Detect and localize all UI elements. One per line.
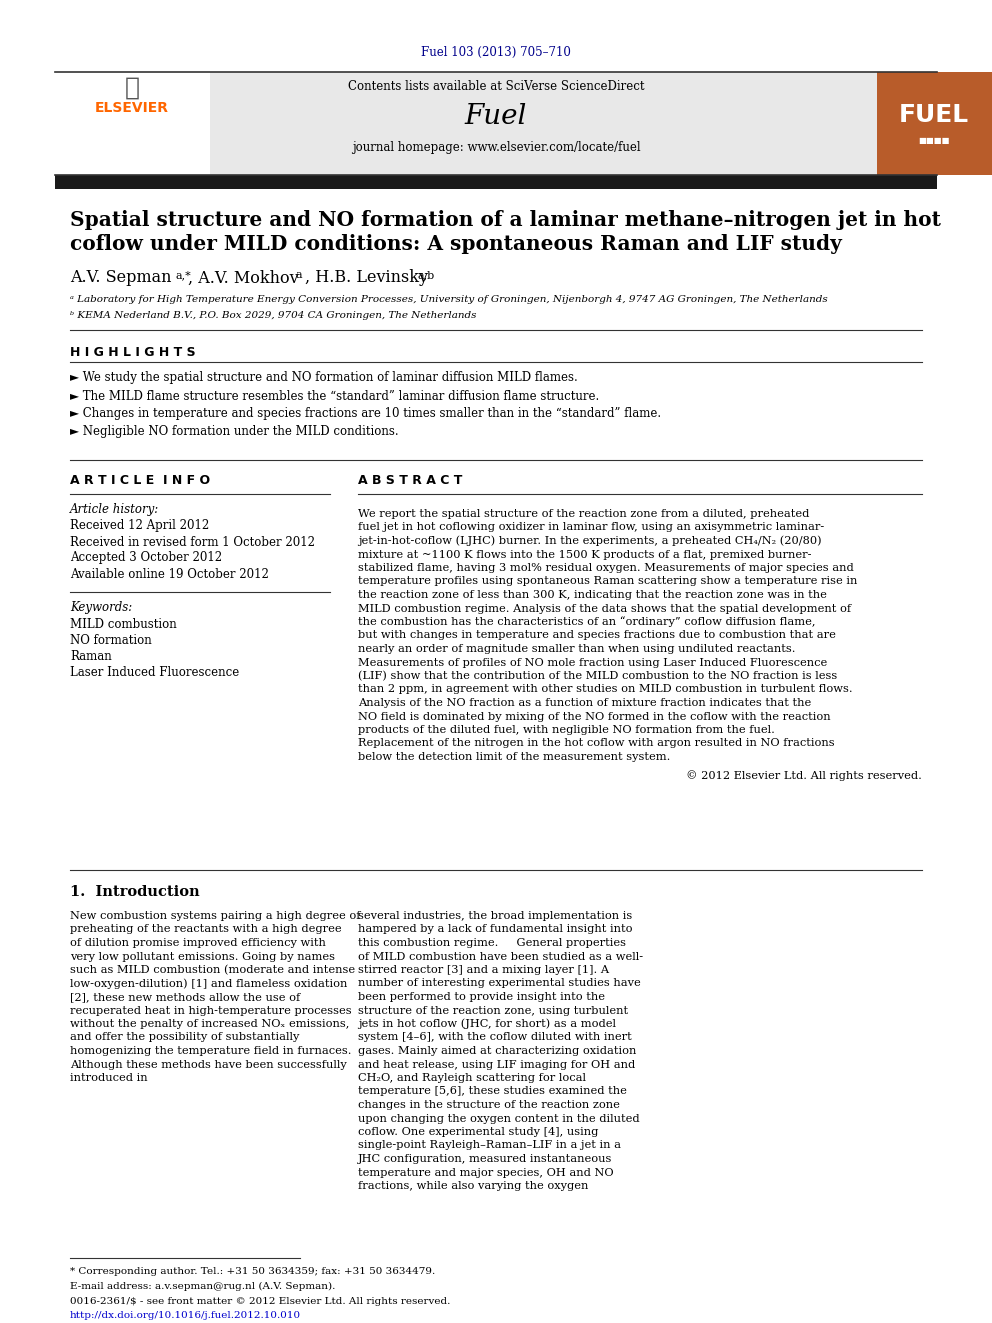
Text: a,*: a,* [175,270,190,280]
Text: Although these methods have been successfully: Although these methods have been success… [70,1060,347,1069]
Text: http://dx.doi.org/10.1016/j.fuel.2012.10.010: http://dx.doi.org/10.1016/j.fuel.2012.10… [70,1311,302,1320]
Text: New combustion systems pairing a high degree of: New combustion systems pairing a high de… [70,912,360,921]
Text: coflow under MILD conditions: A spontaneous Raman and LIF study: coflow under MILD conditions: A spontane… [70,234,842,254]
Text: ► The MILD flame structure resembles the “standard” laminar diffusion flame stru: ► The MILD flame structure resembles the… [70,389,599,402]
Text: (LIF) show that the contribution of the MILD combustion to the NO fraction is le: (LIF) show that the contribution of the … [358,671,837,681]
Text: and offer the possibility of substantially: and offer the possibility of substantial… [70,1032,300,1043]
Text: NO field is dominated by mixing of the NO formed in the coflow with the reaction: NO field is dominated by mixing of the N… [358,712,830,721]
Text: a,b: a,b [418,270,435,280]
Text: A B S T R A C T: A B S T R A C T [358,474,462,487]
Text: Received 12 April 2012: Received 12 April 2012 [70,520,209,532]
Text: Laser Induced Fluorescence: Laser Induced Fluorescence [70,665,239,679]
Text: hampered by a lack of fundamental insight into: hampered by a lack of fundamental insigh… [358,925,633,934]
Text: very low pollutant emissions. Going by names: very low pollutant emissions. Going by n… [70,951,335,962]
Text: journal homepage: www.elsevier.com/locate/fuel: journal homepage: www.elsevier.com/locat… [352,142,640,155]
Text: E-mail address: a.v.sepman@rug.nl (A.V. Sepman).: E-mail address: a.v.sepman@rug.nl (A.V. … [70,1282,335,1290]
Text: 0016-2361/$ - see front matter © 2012 Elsevier Ltd. All rights reserved.: 0016-2361/$ - see front matter © 2012 El… [70,1298,450,1307]
Text: such as MILD combustion (moderate and intense: such as MILD combustion (moderate and in… [70,964,355,975]
Text: * Corresponding author. Tel.: +31 50 3634359; fax: +31 50 3634479.: * Corresponding author. Tel.: +31 50 363… [70,1267,435,1277]
Text: below the detection limit of the measurement system.: below the detection limit of the measure… [358,751,671,762]
Text: system [4–6], with the coflow diluted with inert: system [4–6], with the coflow diluted wi… [358,1032,632,1043]
Text: 🌳: 🌳 [125,75,140,101]
Text: temperature [5,6], these studies examined the: temperature [5,6], these studies examine… [358,1086,627,1097]
Text: of dilution promise improved efficiency with: of dilution promise improved efficiency … [70,938,326,949]
Text: FUEL: FUEL [899,103,969,127]
Text: Article history:: Article history: [70,504,160,516]
Bar [55,71,210,175]
Text: of MILD combustion have been studied as a well-: of MILD combustion have been studied as … [358,951,643,962]
Text: ► We study the spatial structure and NO formation of laminar diffusion MILD flam: ► We study the spatial structure and NO … [70,372,577,385]
Text: this combustion regime.     General properties: this combustion regime. General properti… [358,938,626,949]
Text: ■■■■: ■■■■ [919,135,949,144]
Text: Received in revised form 1 October 2012: Received in revised form 1 October 2012 [70,536,315,549]
Bar [55,175,937,189]
Text: temperature profiles using spontaneous Raman scattering show a temperature rise : temperature profiles using spontaneous R… [358,577,857,586]
Text: JHC configuration, measured instantaneous: JHC configuration, measured instantaneou… [358,1154,612,1164]
Text: than 2 ppm, in agreement with other studies on MILD combustion in turbulent flow: than 2 ppm, in agreement with other stud… [358,684,853,695]
Text: coflow. One experimental study [4], using: coflow. One experimental study [4], usin… [358,1127,598,1136]
Text: 1.  Introduction: 1. Introduction [70,885,199,900]
Text: nearly an order of magnitude smaller than when using undiluted reactants.: nearly an order of magnitude smaller tha… [358,644,796,654]
Text: fractions, while also varying the oxygen: fractions, while also varying the oxygen [358,1181,588,1191]
Text: a: a [295,270,302,280]
Text: the combustion has the characteristics of an “ordinary” coflow diffusion flame,: the combustion has the characteristics o… [358,617,815,627]
Text: homogenizing the temperature field in furnaces.: homogenizing the temperature field in fu… [70,1046,351,1056]
Text: upon changing the oxygen content in the diluted: upon changing the oxygen content in the … [358,1114,640,1123]
Text: but with changes in temperature and species fractions due to combustion that are: but with changes in temperature and spec… [358,631,836,640]
Text: changes in the structure of the reaction zone: changes in the structure of the reaction… [358,1099,620,1110]
Text: Raman: Raman [70,650,112,663]
Text: [2], these new methods allow the use of: [2], these new methods allow the use of [70,992,301,1002]
Text: been performed to provide insight into the: been performed to provide insight into t… [358,992,605,1002]
Text: Accepted 3 October 2012: Accepted 3 October 2012 [70,552,222,565]
Text: fuel jet in hot coflowing oxidizer in laminar flow, using an axisymmetric lamina: fuel jet in hot coflowing oxidizer in la… [358,523,824,532]
Text: NO formation: NO formation [70,634,152,647]
Text: Replacement of the nitrogen in the hot coflow with argon resulted in NO fraction: Replacement of the nitrogen in the hot c… [358,738,834,749]
Text: ► Negligible NO formation under the MILD conditions.: ► Negligible NO formation under the MILD… [70,426,399,438]
Text: ► Changes in temperature and species fractions are 10 times smaller than in the : ► Changes in temperature and species fra… [70,407,661,421]
Text: A.V. Sepman: A.V. Sepman [70,270,172,287]
Text: jets in hot coflow (JHC, for short) as a model: jets in hot coflow (JHC, for short) as a… [358,1019,616,1029]
Text: introduced in: introduced in [70,1073,148,1084]
Text: Measurements of profiles of NO mole fraction using Laser Induced Fluorescence: Measurements of profiles of NO mole frac… [358,658,827,668]
Bar [55,71,937,175]
Text: Fuel: Fuel [465,103,527,131]
Text: CH₂O, and Rayleigh scattering for local: CH₂O, and Rayleigh scattering for local [358,1073,586,1084]
Text: number of interesting experimental studies have: number of interesting experimental studi… [358,979,641,988]
Text: preheating of the reactants with a high degree: preheating of the reactants with a high … [70,925,341,934]
Text: recuperated heat in high-temperature processes: recuperated heat in high-temperature pro… [70,1005,351,1016]
Text: stirred reactor [3] and a mixing layer [1]. A: stirred reactor [3] and a mixing layer [… [358,964,609,975]
Text: MILD combustion: MILD combustion [70,618,177,631]
Text: © 2012 Elsevier Ltd. All rights reserved.: © 2012 Elsevier Ltd. All rights reserved… [686,770,922,781]
Text: MILD combustion regime. Analysis of the data shows that the spatial development : MILD combustion regime. Analysis of the … [358,603,851,614]
Text: structure of the reaction zone, using turbulent: structure of the reaction zone, using tu… [358,1005,628,1016]
Text: We report the spatial structure of the reaction zone from a diluted, preheated: We report the spatial structure of the r… [358,509,809,519]
Text: several industries, the broad implementation is: several industries, the broad implementa… [358,912,632,921]
Text: temperature and major species, OH and NO: temperature and major species, OH and NO [358,1167,614,1177]
Text: ELSEVIER: ELSEVIER [95,101,169,115]
Text: mixture at ~1100 K flows into the 1500 K products of a flat, premixed burner-: mixture at ~1100 K flows into the 1500 K… [358,549,811,560]
Text: products of the diluted fuel, with negligible NO formation from the fuel.: products of the diluted fuel, with negli… [358,725,775,736]
Text: Available online 19 October 2012: Available online 19 October 2012 [70,568,269,581]
Text: , H.B. Levinsky: , H.B. Levinsky [305,270,428,287]
Text: Contents lists available at SciVerse ScienceDirect: Contents lists available at SciVerse Sci… [348,81,644,94]
Text: H I G H L I G H T S: H I G H L I G H T S [70,345,195,359]
Text: stabilized flame, having 3 mol% residual oxygen. Measurements of major species a: stabilized flame, having 3 mol% residual… [358,564,854,573]
Text: ᵃ Laboratory for High Temperature Energy Conversion Processes, University of Gro: ᵃ Laboratory for High Temperature Energy… [70,295,827,304]
Text: gases. Mainly aimed at characterizing oxidation: gases. Mainly aimed at characterizing ox… [358,1046,637,1056]
Text: Keywords:: Keywords: [70,602,132,614]
Text: Spatial structure and NO formation of a laminar methane–nitrogen jet in hot: Spatial structure and NO formation of a … [70,210,940,230]
Text: A R T I C L E  I N F O: A R T I C L E I N F O [70,474,210,487]
Text: without the penalty of increased NOₓ emissions,: without the penalty of increased NOₓ emi… [70,1019,349,1029]
Text: the reaction zone of less than 300 K, indicating that the reaction zone was in t: the reaction zone of less than 300 K, in… [358,590,827,601]
Text: ᵇ KEMA Nederland B.V., P.O. Box 2029, 9704 CA Groningen, The Netherlands: ᵇ KEMA Nederland B.V., P.O. Box 2029, 97… [70,311,476,319]
Bar [877,71,992,175]
Text: jet-in-hot-coflow (LJHC) burner. In the experiments, a preheated CH₄/N₂ (20/80): jet-in-hot-coflow (LJHC) burner. In the … [358,536,821,546]
Text: single-point Rayleigh–Raman–LIF in a jet in a: single-point Rayleigh–Raman–LIF in a jet… [358,1140,621,1151]
Text: and heat release, using LIF imaging for OH and: and heat release, using LIF imaging for … [358,1060,635,1069]
Text: Analysis of the NO fraction as a function of mixture fraction indicates that the: Analysis of the NO fraction as a functio… [358,699,811,708]
Text: low-oxygen-dilution) [1] and flameless oxidation: low-oxygen-dilution) [1] and flameless o… [70,978,347,988]
Text: , A.V. Mokhov: , A.V. Mokhov [188,270,299,287]
Text: Fuel 103 (2013) 705–710: Fuel 103 (2013) 705–710 [421,45,571,58]
